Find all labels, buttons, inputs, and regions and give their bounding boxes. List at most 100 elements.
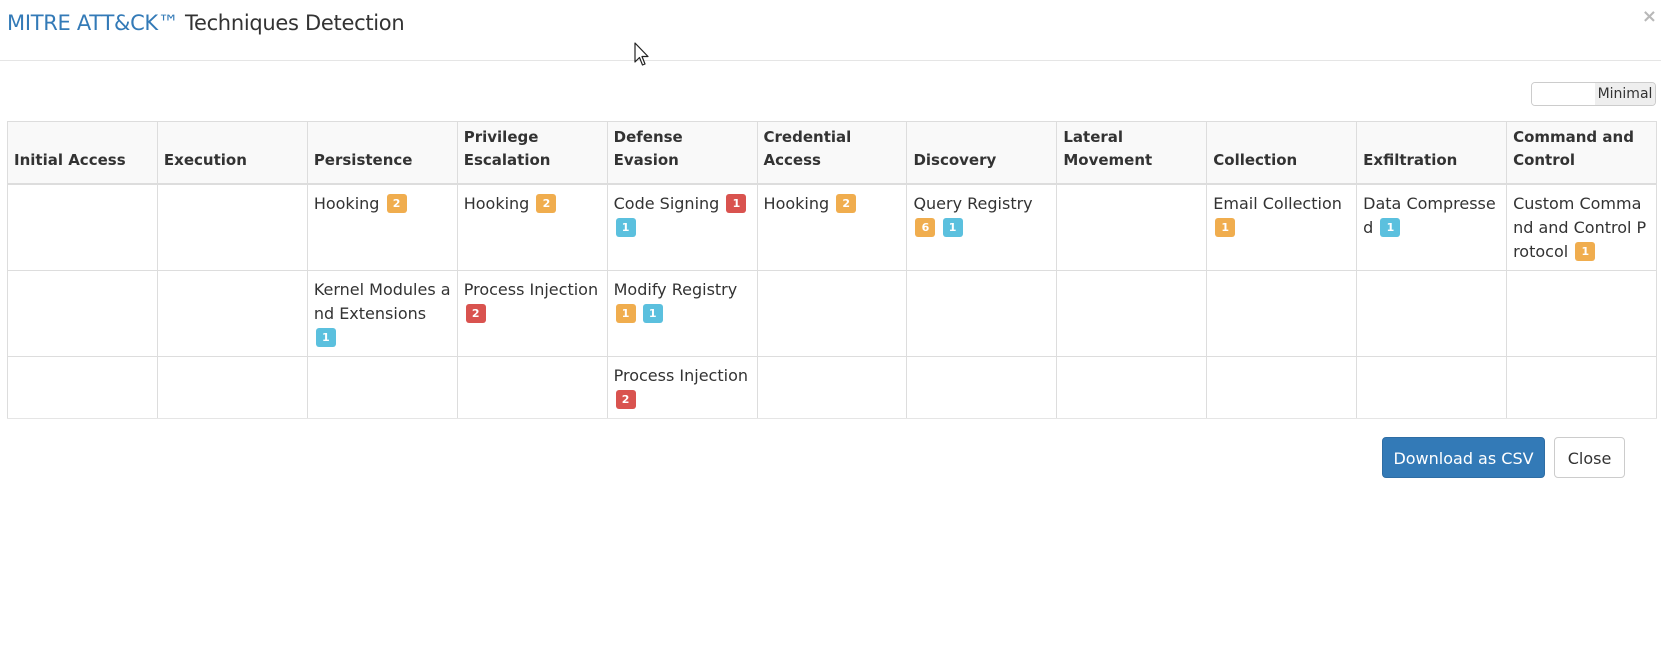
header-collection: Collection xyxy=(1206,121,1358,185)
header-execution: Execution xyxy=(156,121,308,185)
count-badge: 2 xyxy=(465,303,486,323)
table-cell xyxy=(1206,355,1358,419)
table-cell xyxy=(306,355,458,419)
technique-name: Email Collection xyxy=(1213,193,1342,213)
table-cell: Process Injection 2 xyxy=(606,355,758,419)
count-badge: 2 xyxy=(536,193,557,213)
table-cell xyxy=(156,269,308,357)
technique-name: Query Registry xyxy=(913,193,1033,213)
table-cell xyxy=(1056,183,1208,271)
footer-divider xyxy=(7,418,1657,419)
header-credential-access: Credential Access xyxy=(756,121,908,185)
technique-entry[interactable]: Query Registry 6 1 xyxy=(913,193,1033,237)
toggle-off-handle[interactable] xyxy=(1532,83,1595,105)
table-cell xyxy=(456,355,608,419)
modal-title-text: Techniques Detection xyxy=(178,11,405,35)
table-cell xyxy=(7,269,158,357)
header-persistence: Persistence xyxy=(306,121,458,185)
modal-title-brand: MITRE ATT&CK™ xyxy=(7,11,179,35)
table-cell xyxy=(1356,269,1508,357)
technique-name: Custom Command and Control Protocol xyxy=(1513,193,1647,261)
table-cell: Query Registry 6 1 xyxy=(906,183,1058,271)
count-badge: 1 xyxy=(642,303,663,323)
technique-entry[interactable]: Custom Command and Control Protocol 1 xyxy=(1513,194,1646,261)
technique-name: Process Injection xyxy=(463,279,599,299)
toggle-label[interactable]: Minimal xyxy=(1595,83,1655,105)
table-cell: Hooking 2 xyxy=(306,183,458,271)
technique-name: Code Signing xyxy=(613,193,720,213)
table-header-row: Initial Access Execution Persistence Pri… xyxy=(7,121,1657,185)
count-badge: 6 xyxy=(915,217,936,237)
technique-entry[interactable]: Hooking 2 xyxy=(763,193,857,213)
close-button[interactable]: Close xyxy=(1554,437,1625,478)
header-discovery: Discovery xyxy=(906,121,1058,185)
count-badge: 2 xyxy=(386,193,407,213)
technique-entry[interactable]: Code Signing 1 1 xyxy=(613,193,747,237)
table-cell xyxy=(906,269,1058,357)
header-exfiltration: Exfiltration xyxy=(1356,121,1508,185)
table-cell xyxy=(756,269,908,357)
header-defense-evasion: Defense Evasion xyxy=(606,121,758,185)
table-cell xyxy=(1056,355,1208,419)
count-badge: 2 xyxy=(615,389,636,409)
count-badge: 1 xyxy=(726,193,747,213)
table-cell xyxy=(7,355,158,419)
close-icon[interactable]: × xyxy=(1641,6,1657,27)
download-csv-button[interactable]: Download as CSV xyxy=(1382,437,1545,478)
count-badge: 1 xyxy=(315,327,336,347)
technique-entry[interactable]: Process Injection 2 xyxy=(614,366,748,409)
technique-name: Kernel Modules and Extensions xyxy=(313,279,451,323)
table-cell: Hooking 2 xyxy=(456,183,608,271)
header-initial-access: Initial Access xyxy=(7,121,158,185)
table-cell xyxy=(7,183,158,271)
table-cell xyxy=(906,355,1058,419)
count-badge: 2 xyxy=(836,193,857,213)
technique-name: Modify Registry xyxy=(613,279,738,299)
technique-name: Hooking xyxy=(463,193,530,213)
count-badge: 1 xyxy=(615,303,636,323)
technique-entry[interactable]: Hooking 2 xyxy=(463,193,557,213)
table-cell: Data Compressed 1 xyxy=(1356,183,1508,271)
mouse-cursor-icon xyxy=(634,42,649,66)
table-cell xyxy=(156,183,308,271)
table-cell: Hooking 2 xyxy=(756,183,908,271)
table-cell: Email Collection 1 xyxy=(1206,183,1358,271)
technique-entry[interactable]: Process Injection 2 xyxy=(464,280,598,323)
count-badge: 1 xyxy=(615,217,636,237)
technique-entry[interactable]: Hooking 2 xyxy=(313,193,407,213)
technique-name: Process Injection xyxy=(613,365,748,385)
table-row: Hooking 2 Hooking 2 Code Signing 1 1 Hookin… xyxy=(7,183,1657,271)
table-cell xyxy=(756,355,908,419)
table-cell: Kernel Modules and Extensions 1 xyxy=(306,269,458,357)
table-cell xyxy=(1206,269,1358,357)
table-cell: Process Injection 2 xyxy=(456,269,608,357)
count-badge: 1 xyxy=(1380,217,1401,237)
technique-name: Data Compressed xyxy=(1363,193,1496,237)
table-cell xyxy=(1356,355,1508,419)
table-cell: Code Signing 1 1 xyxy=(606,183,758,271)
table-cell: Modify Registry 1 1 xyxy=(606,269,758,357)
table-row: Kernel Modules and Extensions 1 Process I… xyxy=(7,269,1657,357)
technique-entry[interactable]: Email Collection 1 xyxy=(1213,194,1342,237)
table-row: Process Injection 2 xyxy=(7,355,1657,419)
count-badge: 1 xyxy=(942,217,963,237)
technique-entry[interactable]: Modify Registry 1 1 xyxy=(613,279,738,323)
table-cell xyxy=(156,355,308,419)
minimal-toggle[interactable]: Minimal xyxy=(1531,82,1656,106)
header-lateral-movement: Lateral Movement xyxy=(1056,121,1208,185)
table-cell: Custom Command and Control Protocol 1 xyxy=(1506,183,1657,271)
count-badge: 1 xyxy=(1575,241,1596,261)
table-cell xyxy=(1506,269,1657,357)
technique-entry[interactable]: Kernel Modules and Extensions 1 xyxy=(314,280,451,347)
technique-entry[interactable]: Data Compressed 1 xyxy=(1363,194,1496,237)
header-privilege-escalation: Privilege Escalation xyxy=(456,121,608,185)
technique-name: Hooking xyxy=(763,193,830,213)
table-cell xyxy=(1056,269,1208,357)
modal-title: MITRE ATT&CK™ Techniques Detection xyxy=(7,11,405,35)
count-badge: 1 xyxy=(1215,217,1236,237)
table-cell xyxy=(1506,355,1657,419)
header-command-and-control: Command and Control xyxy=(1506,121,1657,185)
techniques-table: Initial Access Execution Persistence Pri… xyxy=(7,121,1657,419)
table-body: Hooking 2 Hooking 2 Code Signing 1 1 Hookin… xyxy=(7,183,1657,419)
technique-name: Hooking xyxy=(313,193,380,213)
